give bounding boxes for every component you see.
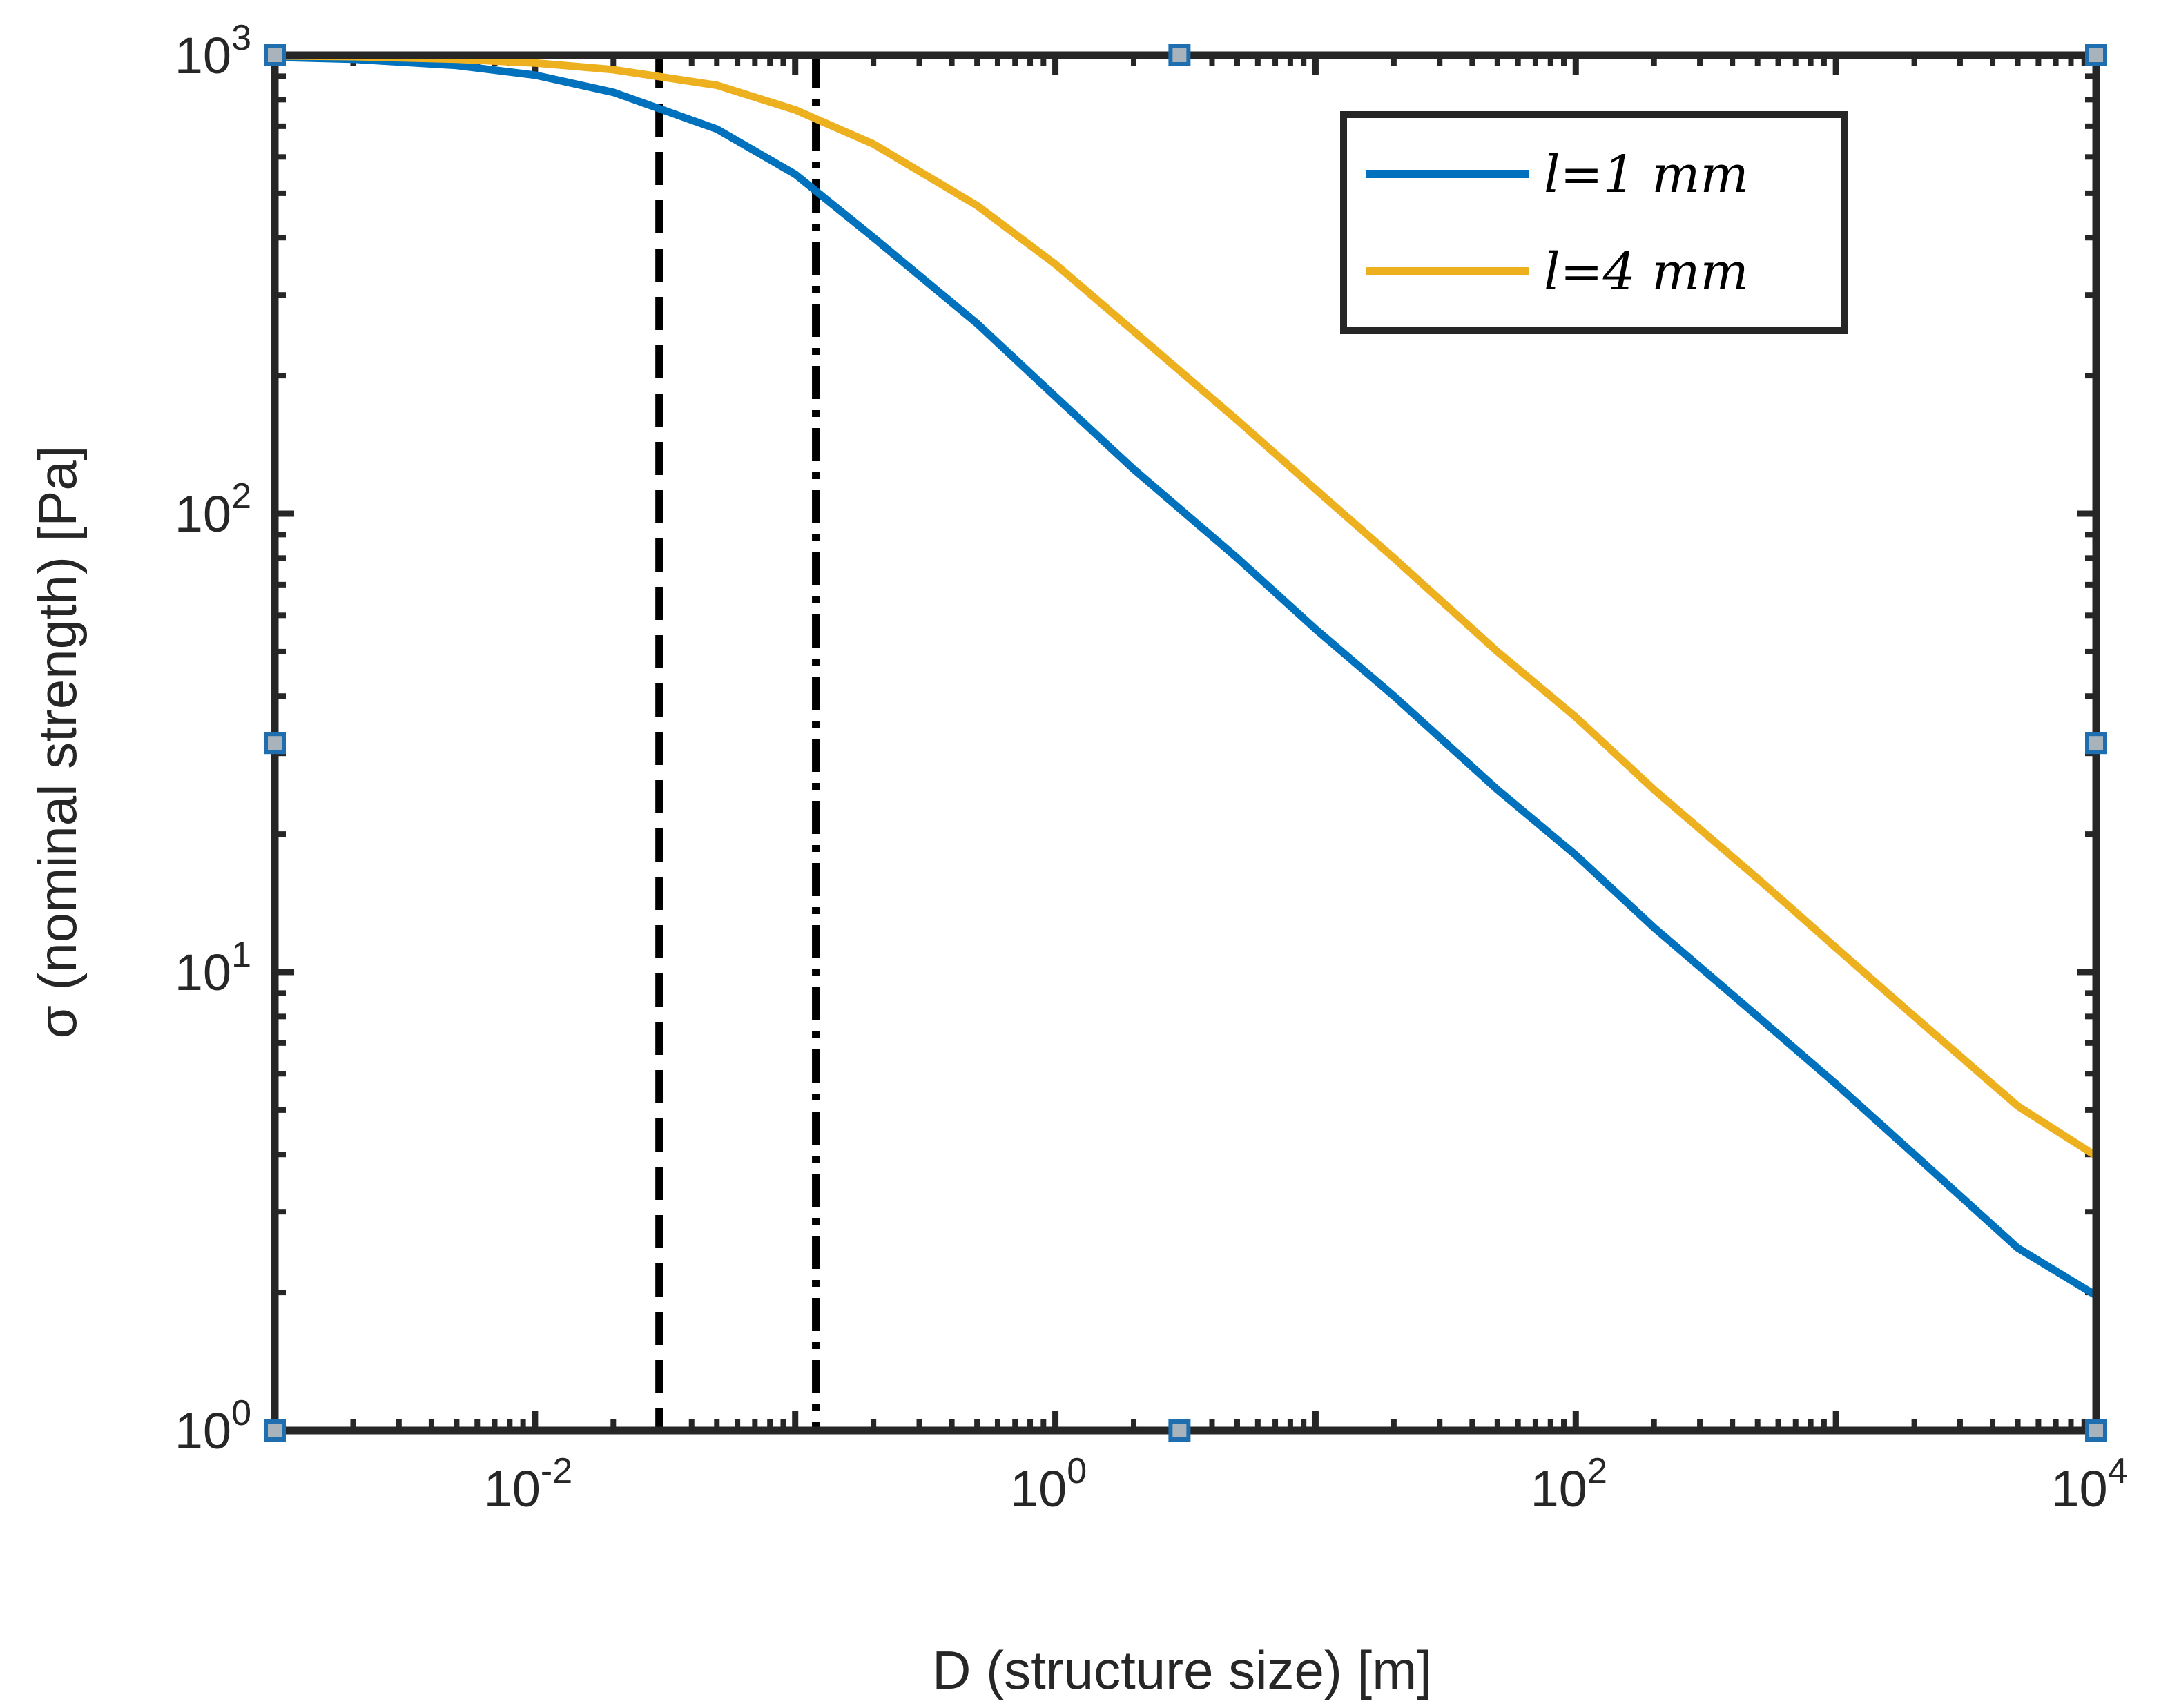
x-tick-label: 102 [1531, 1451, 1607, 1517]
legend-box [1340, 111, 1848, 334]
x-tick-labels: 10-2 100 102 104 [484, 1451, 2128, 1517]
frame-marker [264, 44, 286, 66]
frame-marker [2085, 1419, 2107, 1442]
y-axis-title: σ (nominal strength) [Pa] [27, 446, 88, 1039]
reference-lines [655, 55, 820, 1430]
frame-marker [1168, 44, 1191, 66]
legend-label-l4mm: l=4 mm [1544, 242, 1749, 302]
frame-marker [1168, 1419, 1191, 1442]
frame-marker [2085, 732, 2107, 755]
x-tick-label: 10-2 [484, 1451, 573, 1517]
y-tick-labels: 100 101 102 103 [175, 18, 251, 1459]
frame-marker [2085, 44, 2107, 66]
series-line-l1mm [274, 53, 2098, 1299]
series-lines [274, 52, 2098, 1299]
legend-label-l1mm: l=1 mm [1544, 145, 1749, 204]
y-tick-label: 103 [175, 18, 251, 84]
legend: l=1 mm l=4 mm [1340, 111, 1848, 334]
x-axis-title: D (structure size) [m] [932, 1640, 1432, 1700]
corner-markers [264, 44, 2107, 1442]
frame-marker [264, 732, 286, 755]
y-tick-label: 100 [175, 1393, 251, 1459]
y-tick-label: 102 [175, 476, 251, 543]
frame-marker [264, 1419, 286, 1442]
series-line-l4mm [274, 52, 2098, 1160]
x-tick-label: 104 [2051, 1451, 2127, 1517]
y-tick-label: 101 [175, 935, 251, 1001]
x-tick-label: 100 [1010, 1451, 1087, 1517]
